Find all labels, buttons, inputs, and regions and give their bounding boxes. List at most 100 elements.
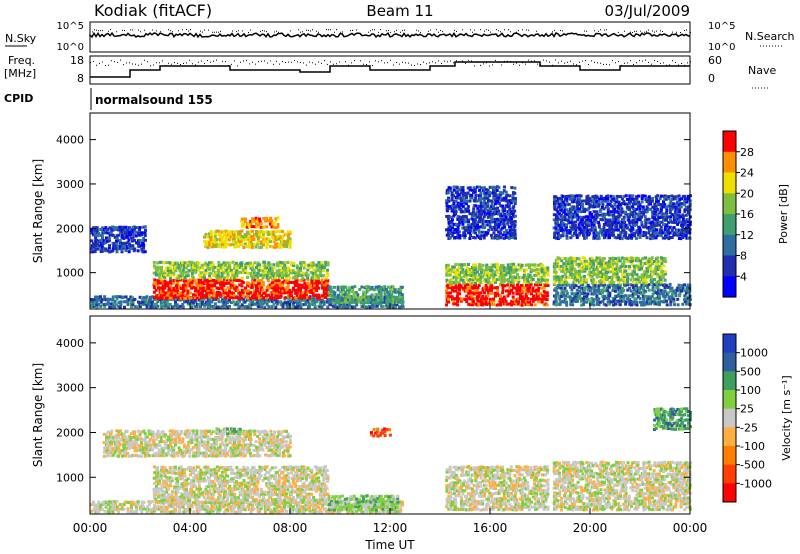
power-cell <box>257 274 261 278</box>
power-cell <box>247 245 251 249</box>
power-cell <box>517 292 521 296</box>
power-cell <box>308 284 312 288</box>
power-cell <box>295 270 299 274</box>
power-cell <box>395 290 399 294</box>
power-cell <box>224 237 228 241</box>
power-cell <box>651 285 655 289</box>
power-cell <box>234 229 238 233</box>
power-cell <box>631 295 635 299</box>
power-cell <box>247 282 251 286</box>
power-cell <box>369 287 372 291</box>
power-cell <box>677 218 681 222</box>
power-cell <box>281 234 285 238</box>
power-cell <box>475 185 479 189</box>
power-cell <box>608 228 612 232</box>
power-cell <box>138 238 142 242</box>
power-cell <box>181 290 185 294</box>
power-cell <box>492 231 496 235</box>
power-cell <box>225 301 229 304</box>
power-cell <box>208 303 212 307</box>
power-cell <box>672 202 676 206</box>
power-cell <box>132 249 136 253</box>
power-cell <box>184 279 188 283</box>
power-cell <box>322 274 326 278</box>
power-cell <box>323 286 327 290</box>
power-cell <box>120 225 124 229</box>
power-cell <box>213 305 217 309</box>
power-cell <box>574 275 578 279</box>
power-cell <box>672 299 676 303</box>
power-cell <box>306 290 310 294</box>
power-cell <box>385 298 389 302</box>
power-cell <box>555 275 559 279</box>
power-cell <box>660 231 664 235</box>
power-cell <box>274 305 278 309</box>
power-cell <box>592 195 596 199</box>
power-cell <box>336 295 340 299</box>
power-cell <box>603 216 606 220</box>
power-cell <box>592 215 596 219</box>
power-cell <box>484 191 488 195</box>
power-cell <box>554 278 558 282</box>
power-cell <box>565 264 569 268</box>
power-cell <box>499 228 503 232</box>
power-cell <box>587 224 591 228</box>
power-cell <box>202 297 206 301</box>
power-cell <box>97 302 101 306</box>
power-cell <box>243 289 247 292</box>
power-cell <box>221 235 225 239</box>
power-cell <box>506 289 510 293</box>
power-cell <box>588 289 592 293</box>
power-cell <box>272 225 276 229</box>
power-cell <box>449 206 453 210</box>
power-cell <box>268 276 272 279</box>
power-cell <box>655 197 659 201</box>
power-cell <box>372 295 376 299</box>
power-cell <box>104 302 108 306</box>
power-cell <box>247 225 251 228</box>
power-cell <box>647 257 651 261</box>
power-cell <box>178 277 181 280</box>
power-cell <box>645 300 649 304</box>
power-cell <box>204 268 208 272</box>
power-cell <box>489 268 492 272</box>
power-cell <box>484 231 488 235</box>
power-cell <box>568 231 572 235</box>
power-cell <box>162 298 166 302</box>
power-cell <box>563 267 567 271</box>
power-cell <box>160 276 164 280</box>
power-cell <box>477 284 481 287</box>
power-cell <box>660 300 664 304</box>
power-cell <box>447 281 451 284</box>
power-cell <box>636 267 640 271</box>
power-cell <box>599 259 603 263</box>
power-cell <box>508 271 511 275</box>
power-cell <box>585 208 589 212</box>
power-cell <box>452 268 456 272</box>
power-cell <box>615 286 619 290</box>
power-cell <box>474 284 478 288</box>
power-cell <box>677 213 681 217</box>
power-cell <box>506 199 510 203</box>
power-cell <box>474 268 477 272</box>
power-cell <box>222 289 226 293</box>
power-cell <box>563 203 567 207</box>
power-cell <box>236 302 240 306</box>
power-cell <box>449 215 453 219</box>
power-cell <box>452 188 456 192</box>
power-cell <box>204 264 208 267</box>
power-cell <box>687 218 691 222</box>
power-cell <box>533 289 537 293</box>
power-cell <box>576 210 580 214</box>
power-cell <box>477 228 481 232</box>
power-cell <box>464 275 468 279</box>
power-cell <box>577 275 581 279</box>
power-cell <box>464 215 468 219</box>
power-cell <box>635 300 639 304</box>
power-cell <box>370 298 374 302</box>
power-cell <box>314 276 317 280</box>
power-cell <box>274 294 278 298</box>
power-cell <box>590 281 594 285</box>
power-cell <box>535 273 539 277</box>
nsky-label: N.Sky <box>5 32 37 45</box>
